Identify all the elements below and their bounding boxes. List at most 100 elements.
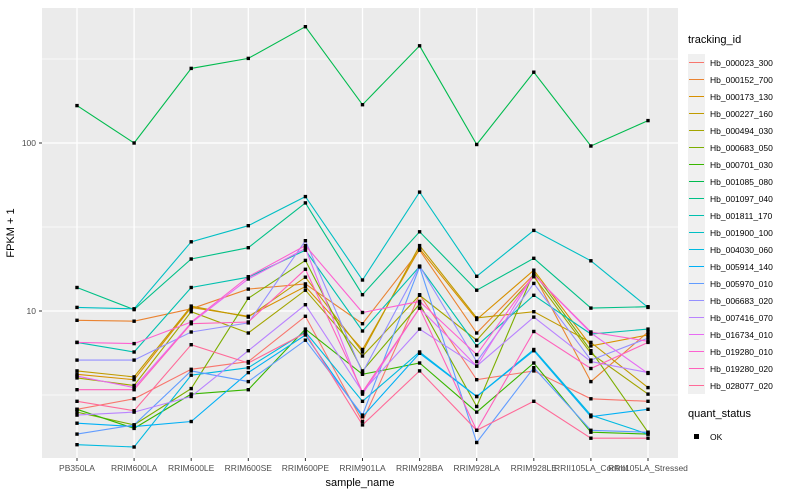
legend-key-swatch xyxy=(688,377,705,394)
data-point xyxy=(417,299,422,304)
data-point xyxy=(303,333,308,337)
data-point xyxy=(132,409,136,413)
data-point xyxy=(417,351,422,355)
data-point xyxy=(360,419,365,424)
data-point xyxy=(532,366,536,370)
legend-key-swatch xyxy=(688,275,705,292)
data-point xyxy=(246,296,250,300)
data-point xyxy=(132,350,136,354)
data-point xyxy=(532,273,536,277)
legend-item: Hb_000227_160 xyxy=(688,105,800,122)
data-point xyxy=(475,404,479,409)
legend-item: Hb_001085_080 xyxy=(688,173,800,190)
data-point xyxy=(475,331,479,335)
legend-key-line xyxy=(689,130,704,132)
y-axis-title: FPKM + 1 xyxy=(5,208,17,257)
legend-item: Hb_000683_050 xyxy=(688,139,800,156)
legend-item-label: Hb_019280_020 xyxy=(710,363,773,374)
data-point xyxy=(532,315,536,319)
data-point xyxy=(303,246,308,251)
legend-item: Hb_000701_030 xyxy=(688,156,800,173)
data-point xyxy=(75,374,79,378)
data-point xyxy=(303,284,308,289)
data-point xyxy=(589,359,593,364)
data-point xyxy=(475,394,479,399)
data-point xyxy=(417,369,422,373)
data-point xyxy=(360,399,365,403)
data-point xyxy=(303,239,308,243)
legend-item-label: Hb_000173_130 xyxy=(710,91,773,102)
legend-item: Hb_001900_100 xyxy=(688,224,800,241)
panel-background xyxy=(42,8,678,458)
data-point xyxy=(75,318,79,322)
legend-item-label: Hb_001900_100 xyxy=(710,227,773,238)
data-point xyxy=(589,379,593,384)
data-point xyxy=(589,366,593,371)
data-point xyxy=(646,330,650,334)
data-point xyxy=(75,372,79,376)
data-point xyxy=(132,358,136,362)
data-point xyxy=(532,349,536,353)
data-point xyxy=(475,288,479,292)
data-point xyxy=(646,432,650,436)
legend-item: Hb_000152_700 xyxy=(688,71,800,88)
x-tick-label: RRIM600SE xyxy=(225,463,273,473)
legend-item-label: Hb_007416_070 xyxy=(710,312,773,323)
legend-key-swatch xyxy=(688,71,705,88)
legend-title-tracking-id: tracking_id xyxy=(688,34,742,46)
data-point xyxy=(532,70,536,74)
legend-key-swatch xyxy=(688,88,705,105)
data-point xyxy=(417,302,422,306)
data-point xyxy=(132,383,136,388)
data-point xyxy=(360,329,365,333)
x-tick-label: RRII105LA_Control xyxy=(554,463,628,473)
legend-key-swatch xyxy=(688,360,705,377)
data-point xyxy=(589,415,593,419)
data-point xyxy=(417,264,422,268)
data-point xyxy=(303,201,308,205)
legend-key-line xyxy=(689,283,704,285)
data-point xyxy=(589,351,593,355)
legend-items: Hb_000023_300 Hb_000152_700 Hb_000173_130 H… xyxy=(688,54,800,394)
legend-key-swatch xyxy=(688,343,705,360)
data-point xyxy=(246,366,250,370)
data-point xyxy=(360,370,365,375)
data-point xyxy=(189,257,193,261)
data-point xyxy=(246,315,250,319)
data-point xyxy=(246,320,250,324)
data-point xyxy=(475,378,479,382)
legend-key-swatch xyxy=(688,173,705,190)
data-point xyxy=(646,371,650,376)
data-point xyxy=(475,338,479,342)
data-point xyxy=(589,344,593,348)
data-point xyxy=(532,361,536,365)
data-point xyxy=(189,419,193,424)
legend-item: Hb_006683_020 xyxy=(688,292,800,309)
data-point xyxy=(417,361,422,365)
data-point xyxy=(132,385,136,390)
data-point xyxy=(646,392,650,396)
data-point xyxy=(475,352,479,357)
data-point xyxy=(360,278,365,282)
data-point xyxy=(417,230,422,234)
legend-item: Hb_001097_040 xyxy=(688,190,800,207)
data-point xyxy=(417,190,422,194)
data-point xyxy=(132,141,136,145)
legend: tracking_id Hb_000023_300 Hb_000152_700 Hb… xyxy=(688,34,800,445)
data-point xyxy=(360,293,365,297)
legend-item: Hb_004030_060 xyxy=(688,241,800,258)
legend-key-line xyxy=(689,232,704,234)
data-point xyxy=(360,413,365,417)
data-point xyxy=(189,240,193,244)
y-tick-label: 10 xyxy=(27,306,37,316)
data-point xyxy=(303,331,308,335)
data-point xyxy=(246,224,250,228)
data-point xyxy=(646,333,650,337)
legend-key-swatch xyxy=(688,326,705,343)
legend-key-line xyxy=(689,300,704,302)
legend-item-label: Hb_005914_140 xyxy=(710,261,773,272)
legend-item-label: Hb_000152_700 xyxy=(710,74,773,85)
x-tick-label: RRIM928BA xyxy=(396,463,444,473)
data-point xyxy=(532,369,536,373)
